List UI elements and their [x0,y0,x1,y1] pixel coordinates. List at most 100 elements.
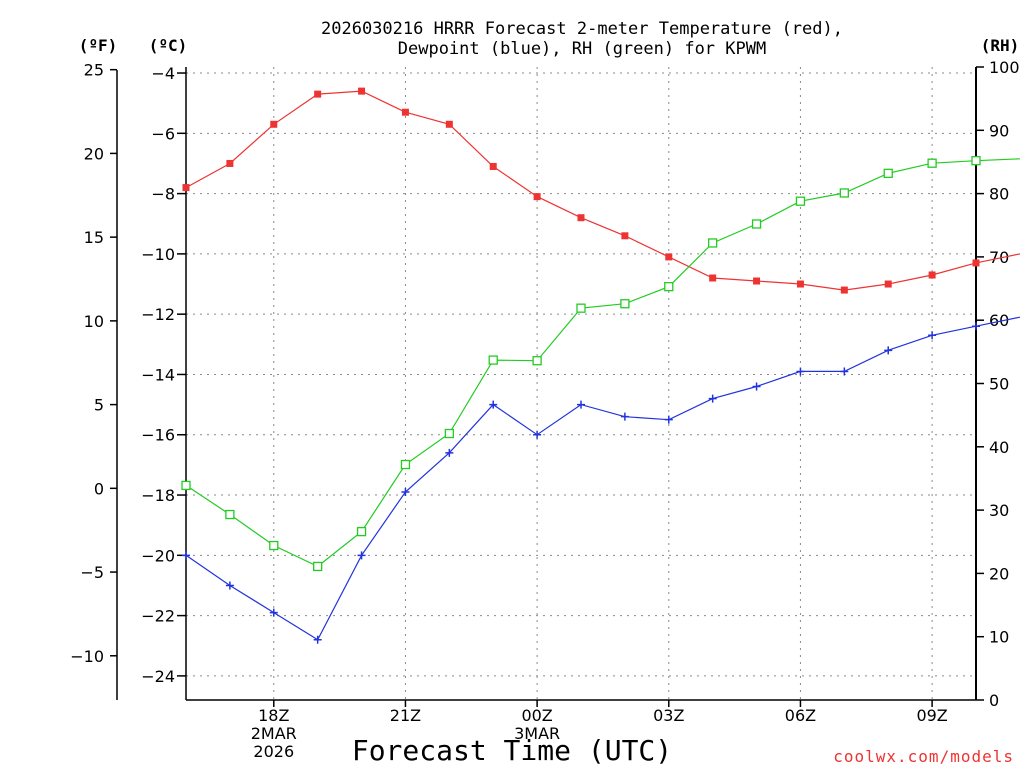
dewpoint-point [489,400,498,409]
temperature-point [972,259,980,267]
temperature-point [445,120,453,128]
rh-tick-label: 80 [989,185,1009,204]
tick-labels: −4−6−8−10−12−14−16−18−20−22−242520151050… [70,58,1019,761]
rh-point [400,459,411,470]
temperature-point [314,90,322,98]
fahrenheit-tick-label: 15 [84,228,104,247]
dewpoint-point [401,488,410,497]
celsius-tick-label: −10 [141,245,175,264]
fahrenheit-tick-label: 5 [94,396,104,415]
rh-point [181,480,191,491]
dewpoint-point [840,367,849,376]
chart-title-line-1: 2026030216 HRRR Forecast 2-meter Tempera… [321,19,843,39]
celsius-tick-label: −16 [141,426,175,445]
dewpoint-point [796,367,805,376]
rh-tick-label: 20 [989,564,1009,583]
celsius-tick-label: −8 [151,185,175,204]
rh-point [225,509,235,520]
rh-point [751,219,762,229]
temperature-point [621,232,629,240]
celsius-tick-label: −20 [141,546,175,565]
dewpoint-point [445,448,454,457]
dewpoint-point [357,551,366,560]
celsius-tick-label: −24 [141,667,175,686]
temperature-point [884,280,892,288]
dewpoint-series [182,316,1021,644]
temperature-point [226,159,234,167]
x-tick-label: 21Z [390,706,421,725]
rh-point [971,156,981,166]
rh-point [664,282,674,292]
dewpoint-point [313,635,322,644]
gridlines [186,67,976,700]
rh-point [883,168,893,178]
rh-point [620,299,630,309]
celsius-axis-unit: (ºC) [149,36,188,55]
credit-label: coolwx.com/models [833,747,1014,766]
temperature-point [577,214,585,222]
axes [110,66,984,707]
rh-point [532,356,542,366]
rh-tick-label: 0 [989,691,999,710]
rh-point [313,561,323,572]
temperature-point [182,184,190,192]
rh-point [795,196,806,206]
data-series [181,87,1021,644]
x-axis-title: Forecast Time (UTC) [352,734,672,767]
temperature-point [796,280,804,288]
temperature-point [489,162,497,170]
chart-title-line-2: Dewpoint (blue), RH (green) for KPWM [398,39,766,59]
rh-line [185,158,1020,568]
temperature-point [401,108,409,116]
fahrenheit-tick-label: 20 [84,144,104,163]
rh-tick-label: 40 [989,438,1009,457]
rh-tick-label: 10 [989,628,1009,647]
rh-tick-label: 60 [989,311,1009,330]
dewpoint-point [577,400,585,409]
rh-tick-label: 90 [989,121,1009,140]
celsius-tick-label: −18 [141,486,175,505]
temperature-point [753,277,761,285]
dewpoint-point [182,551,190,560]
fahrenheit-tick-label: −5 [80,563,104,582]
rh-tick-label: 50 [989,375,1009,394]
fahrenheit-tick-label: −10 [70,647,104,666]
temperature-point [928,271,936,279]
dewpoint-point [664,415,673,424]
dewpoint-point [533,430,542,439]
temperature-point [840,286,848,294]
celsius-tick-label: −12 [141,305,175,324]
temperature-point [270,120,278,128]
temperature-point [709,274,717,282]
celsius-tick-label: −22 [141,607,175,626]
fahrenheit-tick-label: 0 [94,479,104,498]
rh-point [488,355,498,365]
fahrenheit-tick-label: 25 [84,61,104,80]
dewpoint-point [972,322,980,331]
dewpoint-point [708,394,717,403]
temperature-point [358,87,366,95]
celsius-tick-label: −6 [151,124,175,143]
rh-point [708,238,718,248]
celsius-tick-label: −4 [151,64,175,83]
rh-tick-label: 100 [989,58,1020,77]
dewpoint-point [225,581,234,590]
rh-tick-label: 30 [989,501,1009,520]
fahrenheit-axis-unit: (ºF) [79,36,118,55]
fahrenheit-tick-label: 10 [84,312,104,331]
rh-axis-unit: (RH) [981,36,1020,55]
dewpoint-point [884,346,893,355]
x-tick-label: 06Z [785,706,816,725]
celsius-tick-label: −14 [141,365,175,384]
rh-point [269,540,279,551]
rh-point [839,188,849,198]
dewpoint-point [752,382,761,391]
dewpoint-point [620,412,629,421]
rh-series [181,156,1020,572]
rh-point [576,303,586,313]
dewpoint-point [269,608,278,617]
dewpoint-point [928,331,937,340]
temperature-line [185,90,1021,291]
rh-point [356,526,367,537]
